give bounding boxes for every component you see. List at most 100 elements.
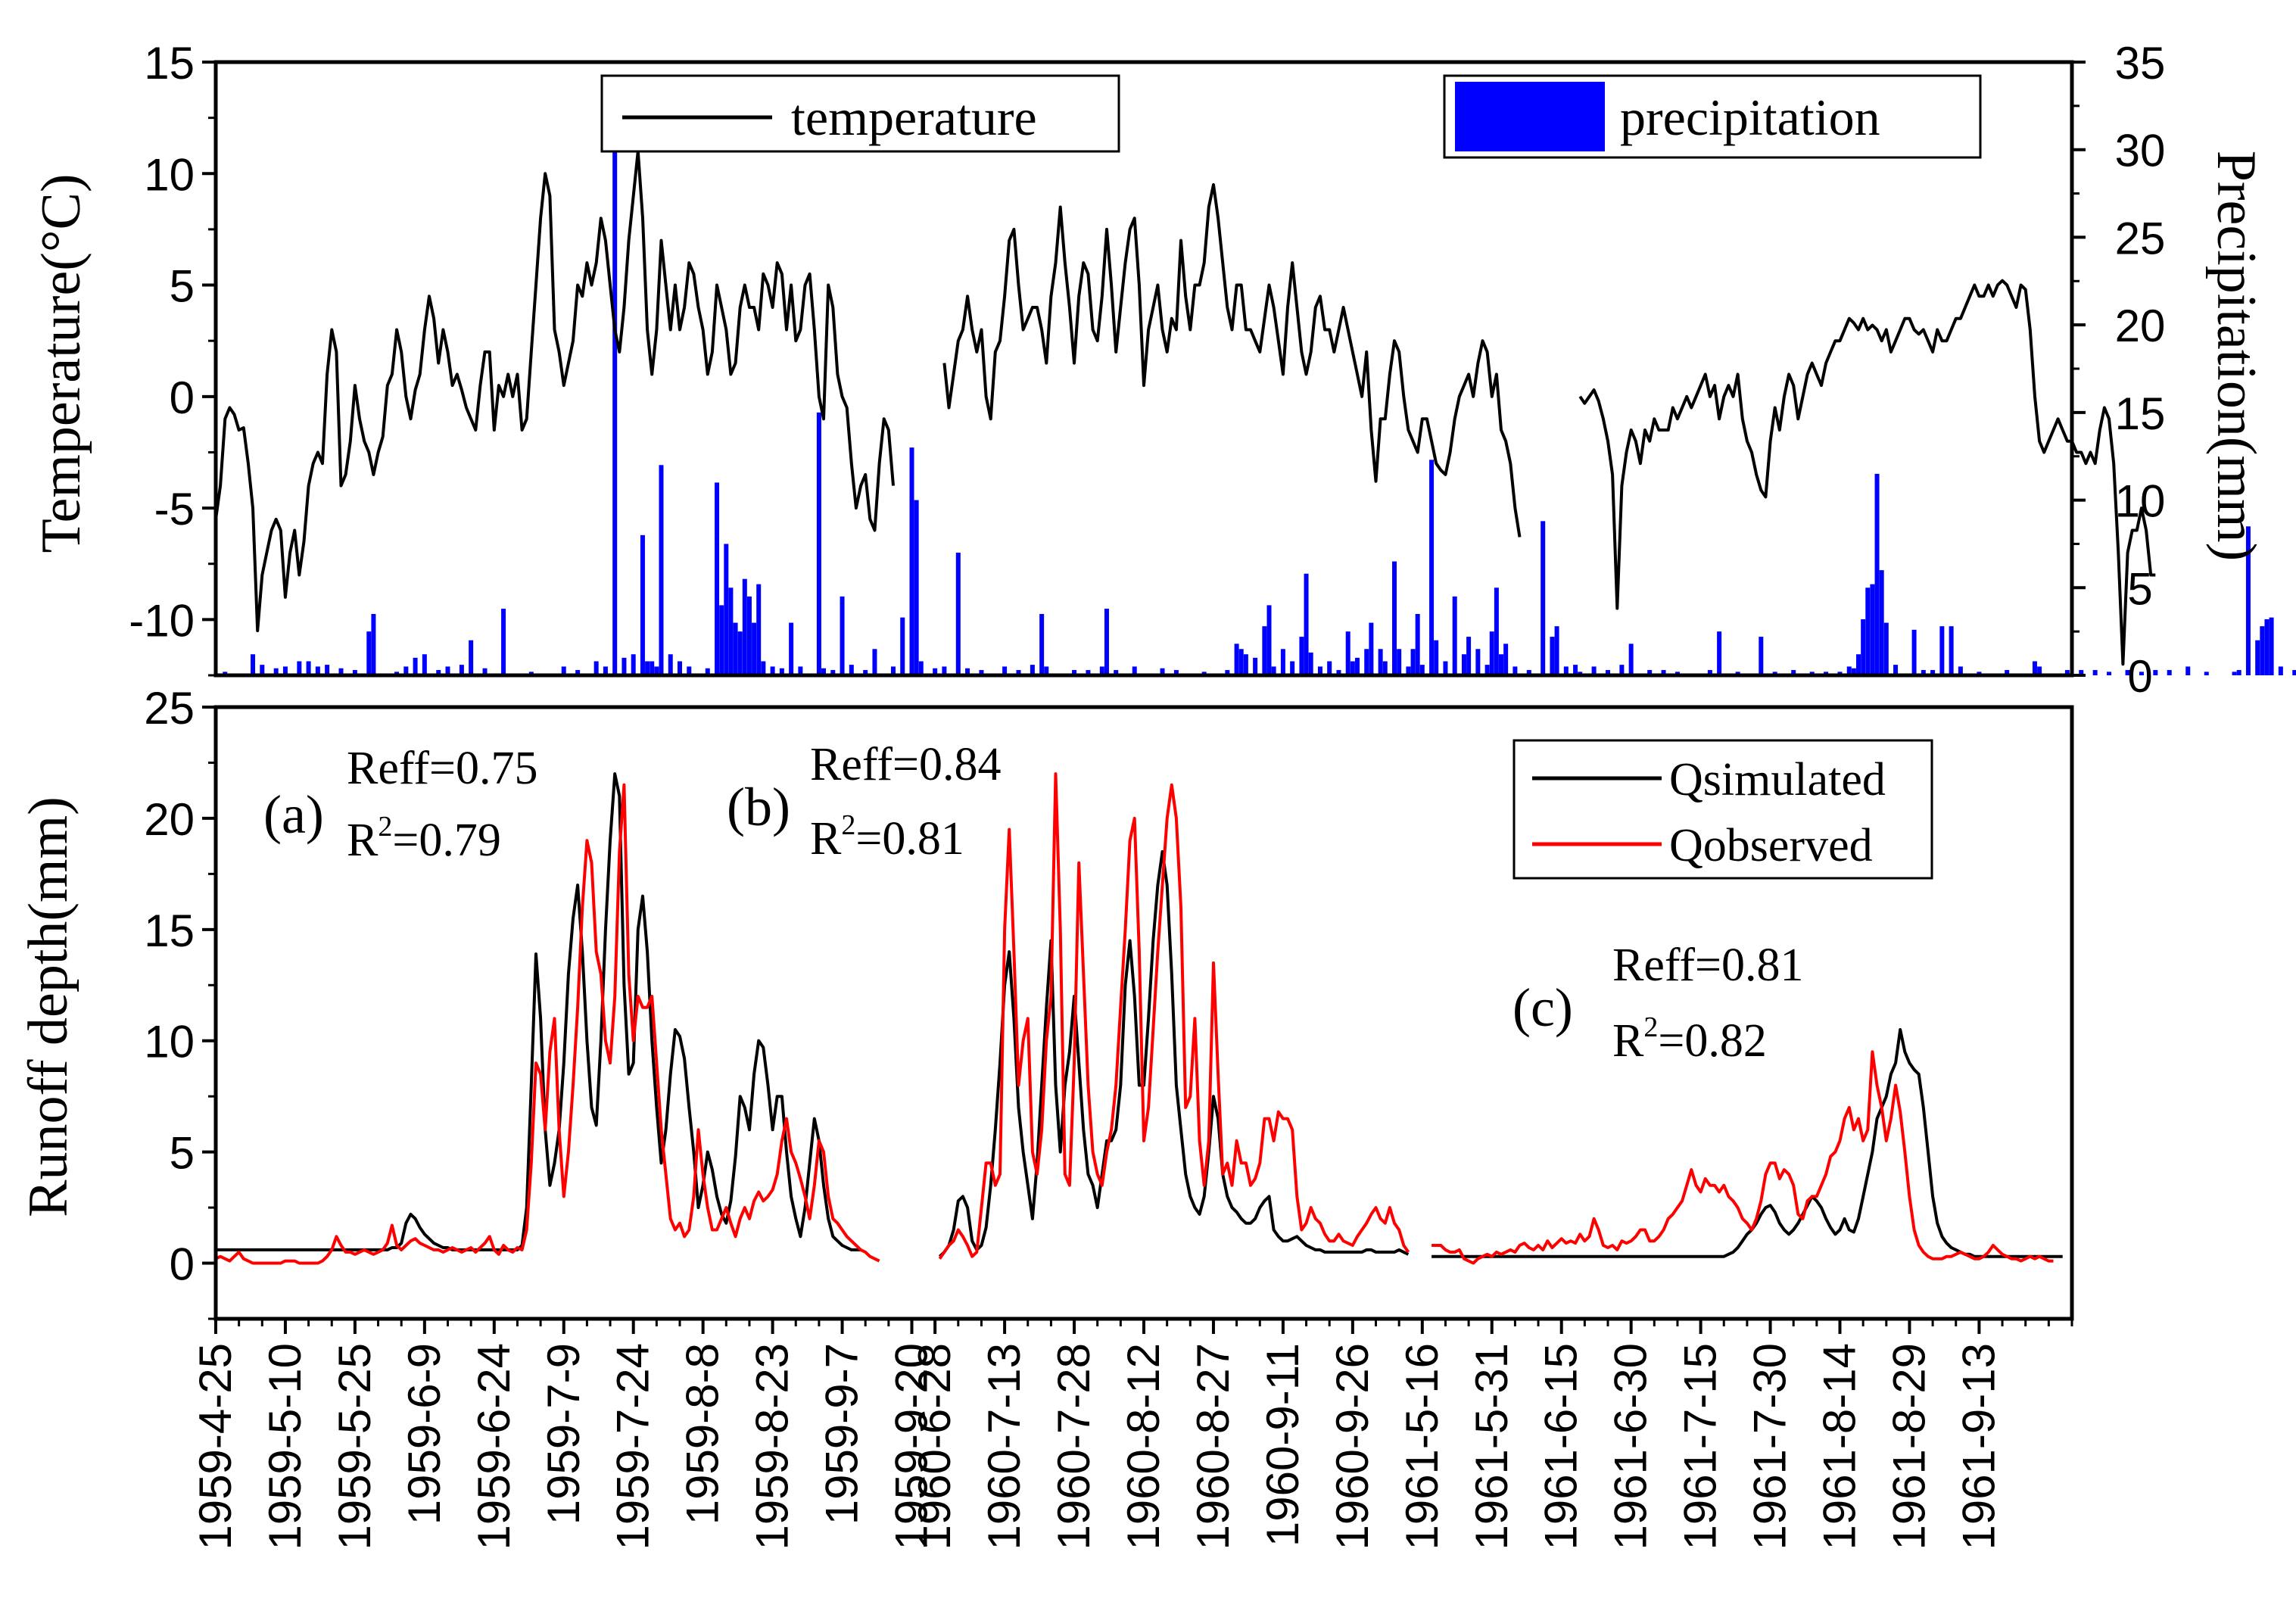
precipitation-bar (445, 666, 450, 675)
precipitation-bar (1563, 666, 1569, 675)
qobserved-series-line (938, 772, 1410, 1260)
precipitation-bar (2153, 670, 2158, 675)
precipitation-bar (631, 654, 636, 675)
precipitation-bar (325, 665, 330, 675)
precipitation-bar (1086, 670, 1091, 675)
precipitation-bar (830, 670, 836, 675)
precipitation-bar (737, 631, 743, 675)
precipitation-bar (413, 657, 418, 675)
bottom-left-axis: 25 20 15 10 5 0 (144, 683, 216, 1320)
x-tick-label: 1961-6-15 (1536, 1343, 1587, 1550)
precipitation-bar (816, 412, 821, 675)
precipitation-bar (914, 500, 919, 675)
precipitation-bar (1434, 640, 1439, 675)
precipitation-bar (1554, 626, 1559, 675)
temperature-tick-label: -10 (129, 595, 195, 646)
precipitation-bar (2092, 670, 2098, 675)
precipitation-bar (1104, 609, 1109, 675)
precipitation-bar (1661, 670, 1666, 675)
precipitation-bar (1262, 626, 1267, 675)
precipitation-bar (863, 670, 868, 675)
runoff-tick-label: 20 (144, 794, 195, 845)
temperature-line (214, 149, 2156, 666)
precipitation-bar (955, 553, 961, 675)
annotation-c-r2: R2=0.82 (1612, 1011, 1767, 1067)
temperature-series-line (214, 149, 895, 633)
precipitation-bar (872, 649, 877, 675)
precipitation-bar (1484, 665, 1490, 675)
precipitation-bar (1354, 657, 1360, 675)
precipitation-bar (1039, 614, 1045, 675)
x-tick-label: 1960-9-26 (1327, 1343, 1378, 1550)
runoff-legend: Qsimulated Qobserved (1512, 739, 1933, 880)
runoff-tick-label: 15 (144, 905, 195, 956)
precipitation-bar (2264, 619, 2270, 675)
precipitation-bar (1921, 670, 1926, 675)
precipitation-bar (251, 654, 256, 675)
precipitation-bar (1304, 573, 1309, 675)
qsimulated-series-line (938, 850, 1410, 1258)
precipitation-bar (1160, 668, 1165, 675)
precipitation-bar (728, 587, 734, 675)
precipitation-bar (733, 622, 738, 675)
precipitation-tick-label: 35 (2115, 38, 2166, 89)
precipitation-bar (593, 661, 599, 675)
qsimulated-series-line (1431, 1028, 2063, 1258)
precipitation-bar (2079, 670, 2084, 675)
precipitation-bar (1893, 665, 1899, 675)
precipitation-bar (2064, 670, 2070, 675)
precipitation-bar (715, 482, 720, 675)
precipitation-bar (1419, 665, 1425, 675)
precipitation-bar (1173, 670, 1179, 675)
precipitation-bar (1266, 605, 1272, 675)
precipitation-bar (436, 670, 441, 675)
precipitation-bar (1410, 649, 1416, 675)
precipitation-bar (612, 118, 618, 676)
precipitation-bar (1865, 587, 1871, 675)
precipitation-bar (1132, 666, 1137, 675)
precipitation-bar (1452, 596, 1457, 675)
precipitation-bar (469, 640, 474, 675)
precipitation-bar (403, 666, 409, 675)
x-tick-label: 1959-4-25 (190, 1343, 241, 1550)
precipitation-bar (1225, 670, 1230, 675)
x-tick-label: 1961-7-30 (1745, 1343, 1796, 1550)
precipitation-bar (1499, 654, 1504, 675)
precipitation-bar (965, 668, 970, 675)
precipitation-bar (561, 666, 566, 675)
precipitation-bar (1253, 657, 1258, 675)
precipitation-bar (640, 534, 645, 675)
precipitation-bar (678, 661, 682, 675)
qobserved-legend-label: Qobserved (1669, 820, 1873, 871)
precipitation-bar (687, 666, 692, 675)
precipitation-bar (1591, 666, 1597, 675)
x-tick-label: 1959-6-9 (399, 1343, 450, 1525)
precipitation-bar (306, 661, 311, 675)
qsimulated-legend-label: Qsimulated (1669, 754, 1886, 806)
precipitation-bar (2107, 672, 2112, 675)
precipitation-bar (1280, 649, 1285, 675)
x-tick-label: 1959-6-24 (469, 1343, 519, 1550)
qobserved-series-line (1431, 1050, 2054, 1265)
precipitation-tick-label: 30 (2115, 126, 2166, 176)
precipitation-bar (1846, 666, 1852, 675)
precipitation-bar (890, 666, 896, 675)
precipitation-bar (352, 670, 357, 675)
annotation-a-r2-value: =0.79 (392, 815, 500, 866)
x-tick-label: 1961-8-14 (1815, 1343, 1865, 1550)
precipitation-bar (1238, 649, 1244, 675)
top-right-axis: 35 30 25 20 15 10 5 0 (2072, 38, 2165, 702)
precipitation-bar (2232, 672, 2237, 675)
precipitation-bar (654, 666, 659, 675)
precipitation-bar (1791, 670, 1796, 675)
temperature-tick-label: -5 (154, 484, 195, 534)
x-tick-label: 1960-8-12 (1118, 1343, 1169, 1550)
precipitation-bar (770, 666, 775, 675)
precipitation-bar (1573, 665, 1578, 675)
precipitation-bar (501, 609, 506, 675)
precipitation-tick-label: 15 (2115, 388, 2166, 439)
precipitation-bar (2167, 670, 2172, 675)
precipitation-bar (2204, 672, 2209, 675)
precipitation-bar (1461, 654, 1466, 675)
precipitation-bar (1930, 670, 1936, 675)
